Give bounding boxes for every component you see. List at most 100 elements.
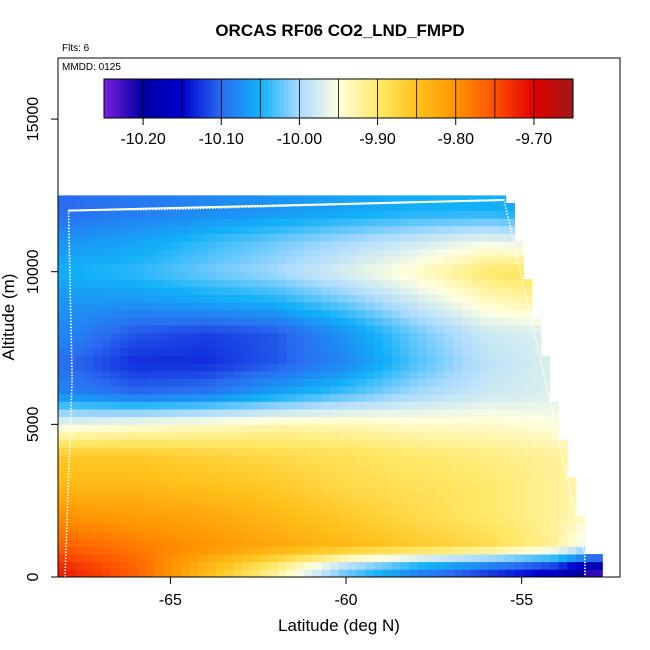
heatmap-cell <box>286 309 296 318</box>
heatmap-cell <box>330 500 340 509</box>
heatmap-cell <box>207 378 217 387</box>
heatmap-cell <box>382 233 393 242</box>
heatmap-cell <box>470 508 480 517</box>
heatmap-cell <box>84 294 94 303</box>
heatmap-cell <box>242 256 252 265</box>
heatmap-cell <box>514 393 524 402</box>
heatmap-cell <box>75 500 85 509</box>
heatmap-cell <box>426 386 436 395</box>
heatmap-cell <box>409 370 419 379</box>
heatmap-cell <box>514 378 524 387</box>
heatmap-cell <box>470 210 480 219</box>
colorbar-swatch <box>111 79 117 118</box>
heatmap-cell <box>523 401 533 410</box>
heatmap-cell <box>198 523 208 532</box>
heatmap-cell <box>514 256 524 265</box>
heatmap-cell <box>242 241 252 250</box>
heatmap-cell <box>242 233 252 242</box>
heatmap-cell <box>268 302 278 311</box>
heatmap-cell <box>532 569 542 578</box>
heatmap-cell <box>514 546 524 555</box>
heatmap-cell <box>198 325 208 334</box>
heatmap-cell <box>154 424 164 433</box>
heatmap-cell <box>119 485 129 494</box>
heatmap-cell <box>339 370 349 379</box>
heatmap-cell <box>110 286 120 295</box>
heatmap-cell <box>435 523 445 532</box>
heatmap-cell <box>101 401 112 410</box>
heatmap-cell <box>488 256 498 265</box>
heatmap-cell <box>540 493 551 502</box>
heatmap-cell <box>84 439 94 448</box>
heatmap-cell <box>374 317 384 326</box>
heatmap-cell <box>461 500 472 509</box>
heatmap-cell <box>374 561 384 570</box>
heatmap-cell <box>523 561 533 570</box>
heatmap-cell <box>479 500 489 509</box>
heatmap-cell <box>400 393 410 402</box>
heatmap-cell <box>382 470 393 479</box>
heatmap-cell <box>365 225 375 234</box>
heatmap-cell <box>426 531 436 540</box>
heatmap-cell <box>435 416 445 425</box>
heatmap-cell <box>242 538 252 547</box>
heatmap-cell <box>93 279 103 288</box>
heatmap-cell <box>137 241 147 250</box>
heatmap-cell <box>514 363 524 372</box>
heatmap-cell <box>154 348 164 357</box>
heatmap-cell <box>321 233 331 242</box>
heatmap-cell <box>400 554 410 563</box>
heatmap-cell <box>382 225 393 234</box>
heatmap-cell <box>488 317 498 326</box>
heatmap-cell <box>110 439 120 448</box>
heatmap-cell <box>391 264 401 273</box>
y-tick-label: 10000 <box>25 249 42 294</box>
heatmap-cell <box>321 210 331 219</box>
heatmap-cell <box>286 439 296 448</box>
heatmap-cell <box>382 317 393 326</box>
heatmap-cell <box>347 355 357 364</box>
heatmap-cell <box>303 241 314 250</box>
heatmap-cell <box>488 309 498 318</box>
heatmap-cell <box>365 409 375 418</box>
heatmap-cell <box>426 309 436 318</box>
colorbar-swatch <box>244 79 250 118</box>
heatmap-cell <box>58 561 68 570</box>
heatmap-cell <box>216 355 226 364</box>
heatmap-cells <box>58 195 603 578</box>
heatmap-cell <box>180 325 191 334</box>
heatmap-cell <box>84 203 94 212</box>
heatmap-cell <box>418 470 428 479</box>
heatmap-cell <box>154 554 164 563</box>
heatmap-cell <box>488 378 498 387</box>
heatmap-cell <box>505 309 516 318</box>
heatmap-cell <box>259 203 270 212</box>
heatmap-cell <box>339 203 349 212</box>
heatmap-cell <box>58 431 68 441</box>
heatmap-cell <box>391 386 401 395</box>
heatmap-cell <box>286 531 296 540</box>
heatmap-cell <box>365 248 375 257</box>
heatmap-cell <box>154 294 164 303</box>
heatmap-cell <box>356 546 366 555</box>
heatmap-cell <box>461 363 472 372</box>
heatmap-cell <box>242 348 252 357</box>
heatmap-cell <box>145 363 155 372</box>
heatmap-cell <box>444 485 454 494</box>
heatmap-cell <box>145 348 155 357</box>
heatmap-cell <box>154 233 164 242</box>
colorbar-tick-label: -10.10 <box>199 131 244 148</box>
heatmap-cell <box>312 279 322 288</box>
heatmap-cell <box>286 363 296 372</box>
heatmap-cell <box>224 531 235 540</box>
heatmap-cell <box>303 210 314 219</box>
heatmap-cell <box>435 431 445 441</box>
heatmap-cell <box>189 225 199 234</box>
heatmap-cell <box>137 454 147 463</box>
heatmap-cell <box>312 271 322 280</box>
heatmap-cell <box>426 363 436 372</box>
heatmap-cell <box>251 271 261 280</box>
heatmap-cell <box>84 546 94 555</box>
heatmap-cell <box>435 477 445 486</box>
heatmap-cell <box>145 233 155 242</box>
